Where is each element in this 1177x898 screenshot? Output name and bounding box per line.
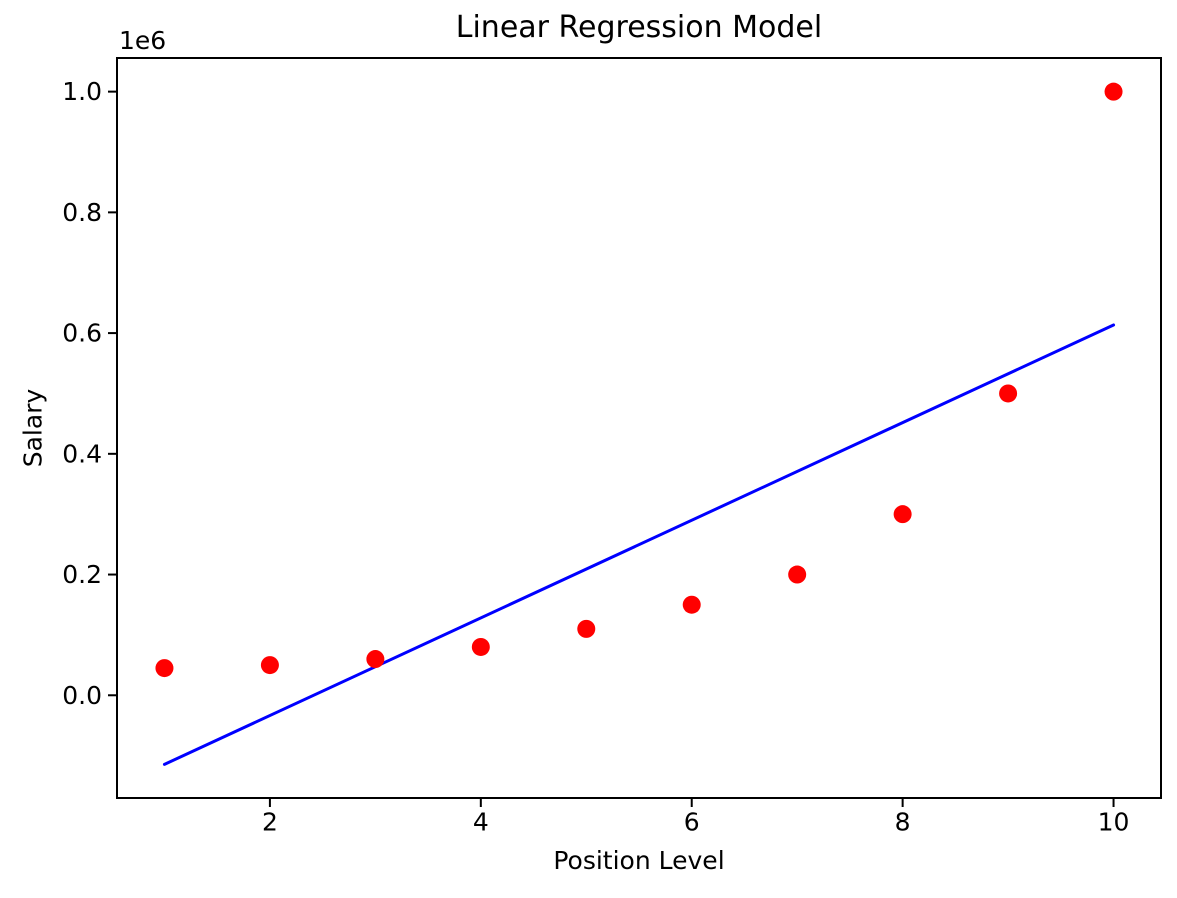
y-tick-label: 0.2 [62, 560, 102, 589]
scatter-point [999, 384, 1018, 403]
y-tick-label: 1.0 [62, 77, 102, 106]
x-tick-label: 10 [1098, 807, 1130, 836]
axes-spines [116, 57, 1162, 799]
scatter-point [260, 656, 279, 675]
x-axis-label: Position Level [553, 846, 725, 875]
y-tick-label: 0.0 [62, 681, 102, 710]
scatter-point [682, 595, 701, 614]
scatter-point [1104, 82, 1123, 101]
scatter-point [471, 637, 490, 656]
scatter-point [893, 505, 912, 524]
scatter-point [155, 659, 174, 678]
x-tick-label: 6 [684, 807, 700, 836]
y-tick-label: 0.4 [62, 439, 102, 468]
y-tick-label: 0.6 [62, 319, 102, 348]
regression-line [162, 323, 1116, 766]
x-tick-label: 4 [473, 807, 489, 836]
scatter-point [366, 650, 385, 669]
x-tick-label: 8 [895, 807, 911, 836]
y-tick-label: 0.8 [62, 198, 102, 227]
y-axis-label: Salary [18, 388, 48, 468]
x-tick-label: 2 [262, 807, 278, 836]
y-axis-offset-text: 1e6 [119, 26, 167, 55]
scatter-point [788, 565, 807, 584]
scatter-point [577, 619, 596, 638]
chart-title: Linear Regression Model [455, 10, 823, 45]
